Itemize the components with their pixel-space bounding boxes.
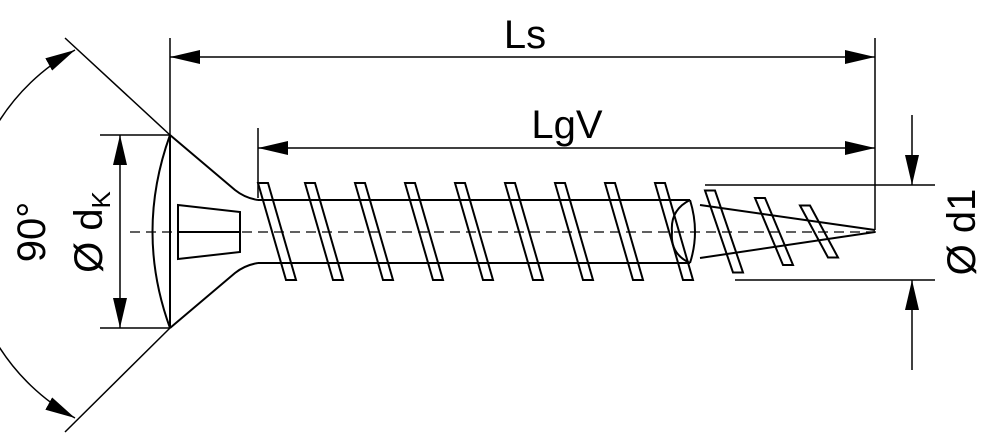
dk-label: Ø dK	[67, 190, 116, 272]
thread-crest	[603, 182, 645, 281]
thread-crest	[403, 182, 445, 281]
thread-crest	[303, 182, 345, 281]
thread-crest	[753, 197, 795, 266]
thread-crest	[798, 204, 840, 259]
screw-head	[151, 134, 259, 329]
lgv-label: LgV	[531, 103, 602, 147]
screw-shank	[258, 199, 876, 264]
thread-crest	[553, 182, 595, 281]
thread-crest	[503, 182, 545, 281]
screw-threads	[256, 182, 840, 281]
thread-crest	[256, 182, 298, 281]
extension-lines	[64, 37, 935, 433]
angle-arc	[0, 49, 76, 419]
ls-label: Ls	[504, 13, 546, 57]
thread-crest	[653, 182, 695, 281]
d1-label: Ø d1	[940, 189, 984, 276]
thread-crest	[703, 189, 745, 274]
thread-crest	[353, 182, 395, 281]
thread-crest	[453, 182, 495, 281]
angle-label: 90°	[10, 202, 54, 263]
